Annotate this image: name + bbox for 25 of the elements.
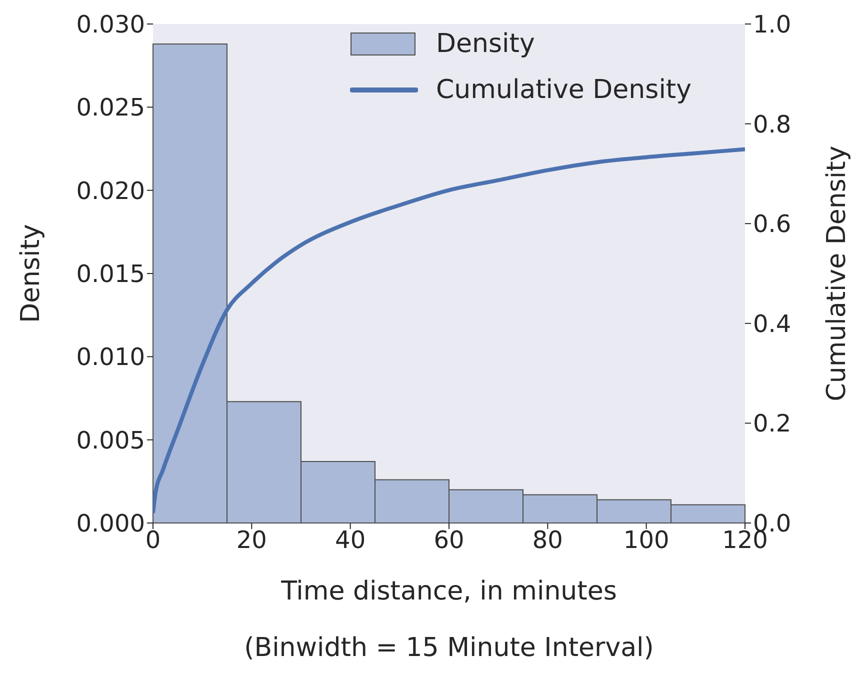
y2-axis-title: Cumulative Density [822,146,852,402]
y-tick-label: 0.025 [76,94,145,122]
legend-label: Density [436,29,535,59]
x-tick-label: 60 [434,526,464,554]
y-tick-label: 0.000 [76,510,145,538]
text: (Binwidth = 15 Minute Interval) [243,633,655,663]
y-tick-label: 0.030 [76,10,145,39]
legend-label: Cumulative Density [436,75,692,105]
x-tick-label: 40 [335,526,366,554]
y2-tick-label: 0.6 [753,210,792,238]
y2-tick-label: 0.2 [753,410,792,438]
y-tick-label: 0.015 [76,260,145,288]
line-series [153,147,745,516]
y-tick-label: 0.005 [76,426,145,454]
x-tick-label: 20 [236,526,267,554]
y-axis-title: Density [16,224,46,323]
x-axis-title: Time distance, in minutes [280,576,617,606]
y-tick-label: 0.010 [76,343,145,372]
y2-tick-label: 1.0 [753,10,792,39]
x-tick-label: 100 [623,526,670,554]
y-tick-label: 0.020 [76,176,145,205]
x-tick-label: 80 [532,526,563,554]
x-tick-label: 0 [145,526,161,554]
y2-tick-label: 0.8 [753,110,792,138]
y2-tick-label: 0.4 [753,310,792,338]
